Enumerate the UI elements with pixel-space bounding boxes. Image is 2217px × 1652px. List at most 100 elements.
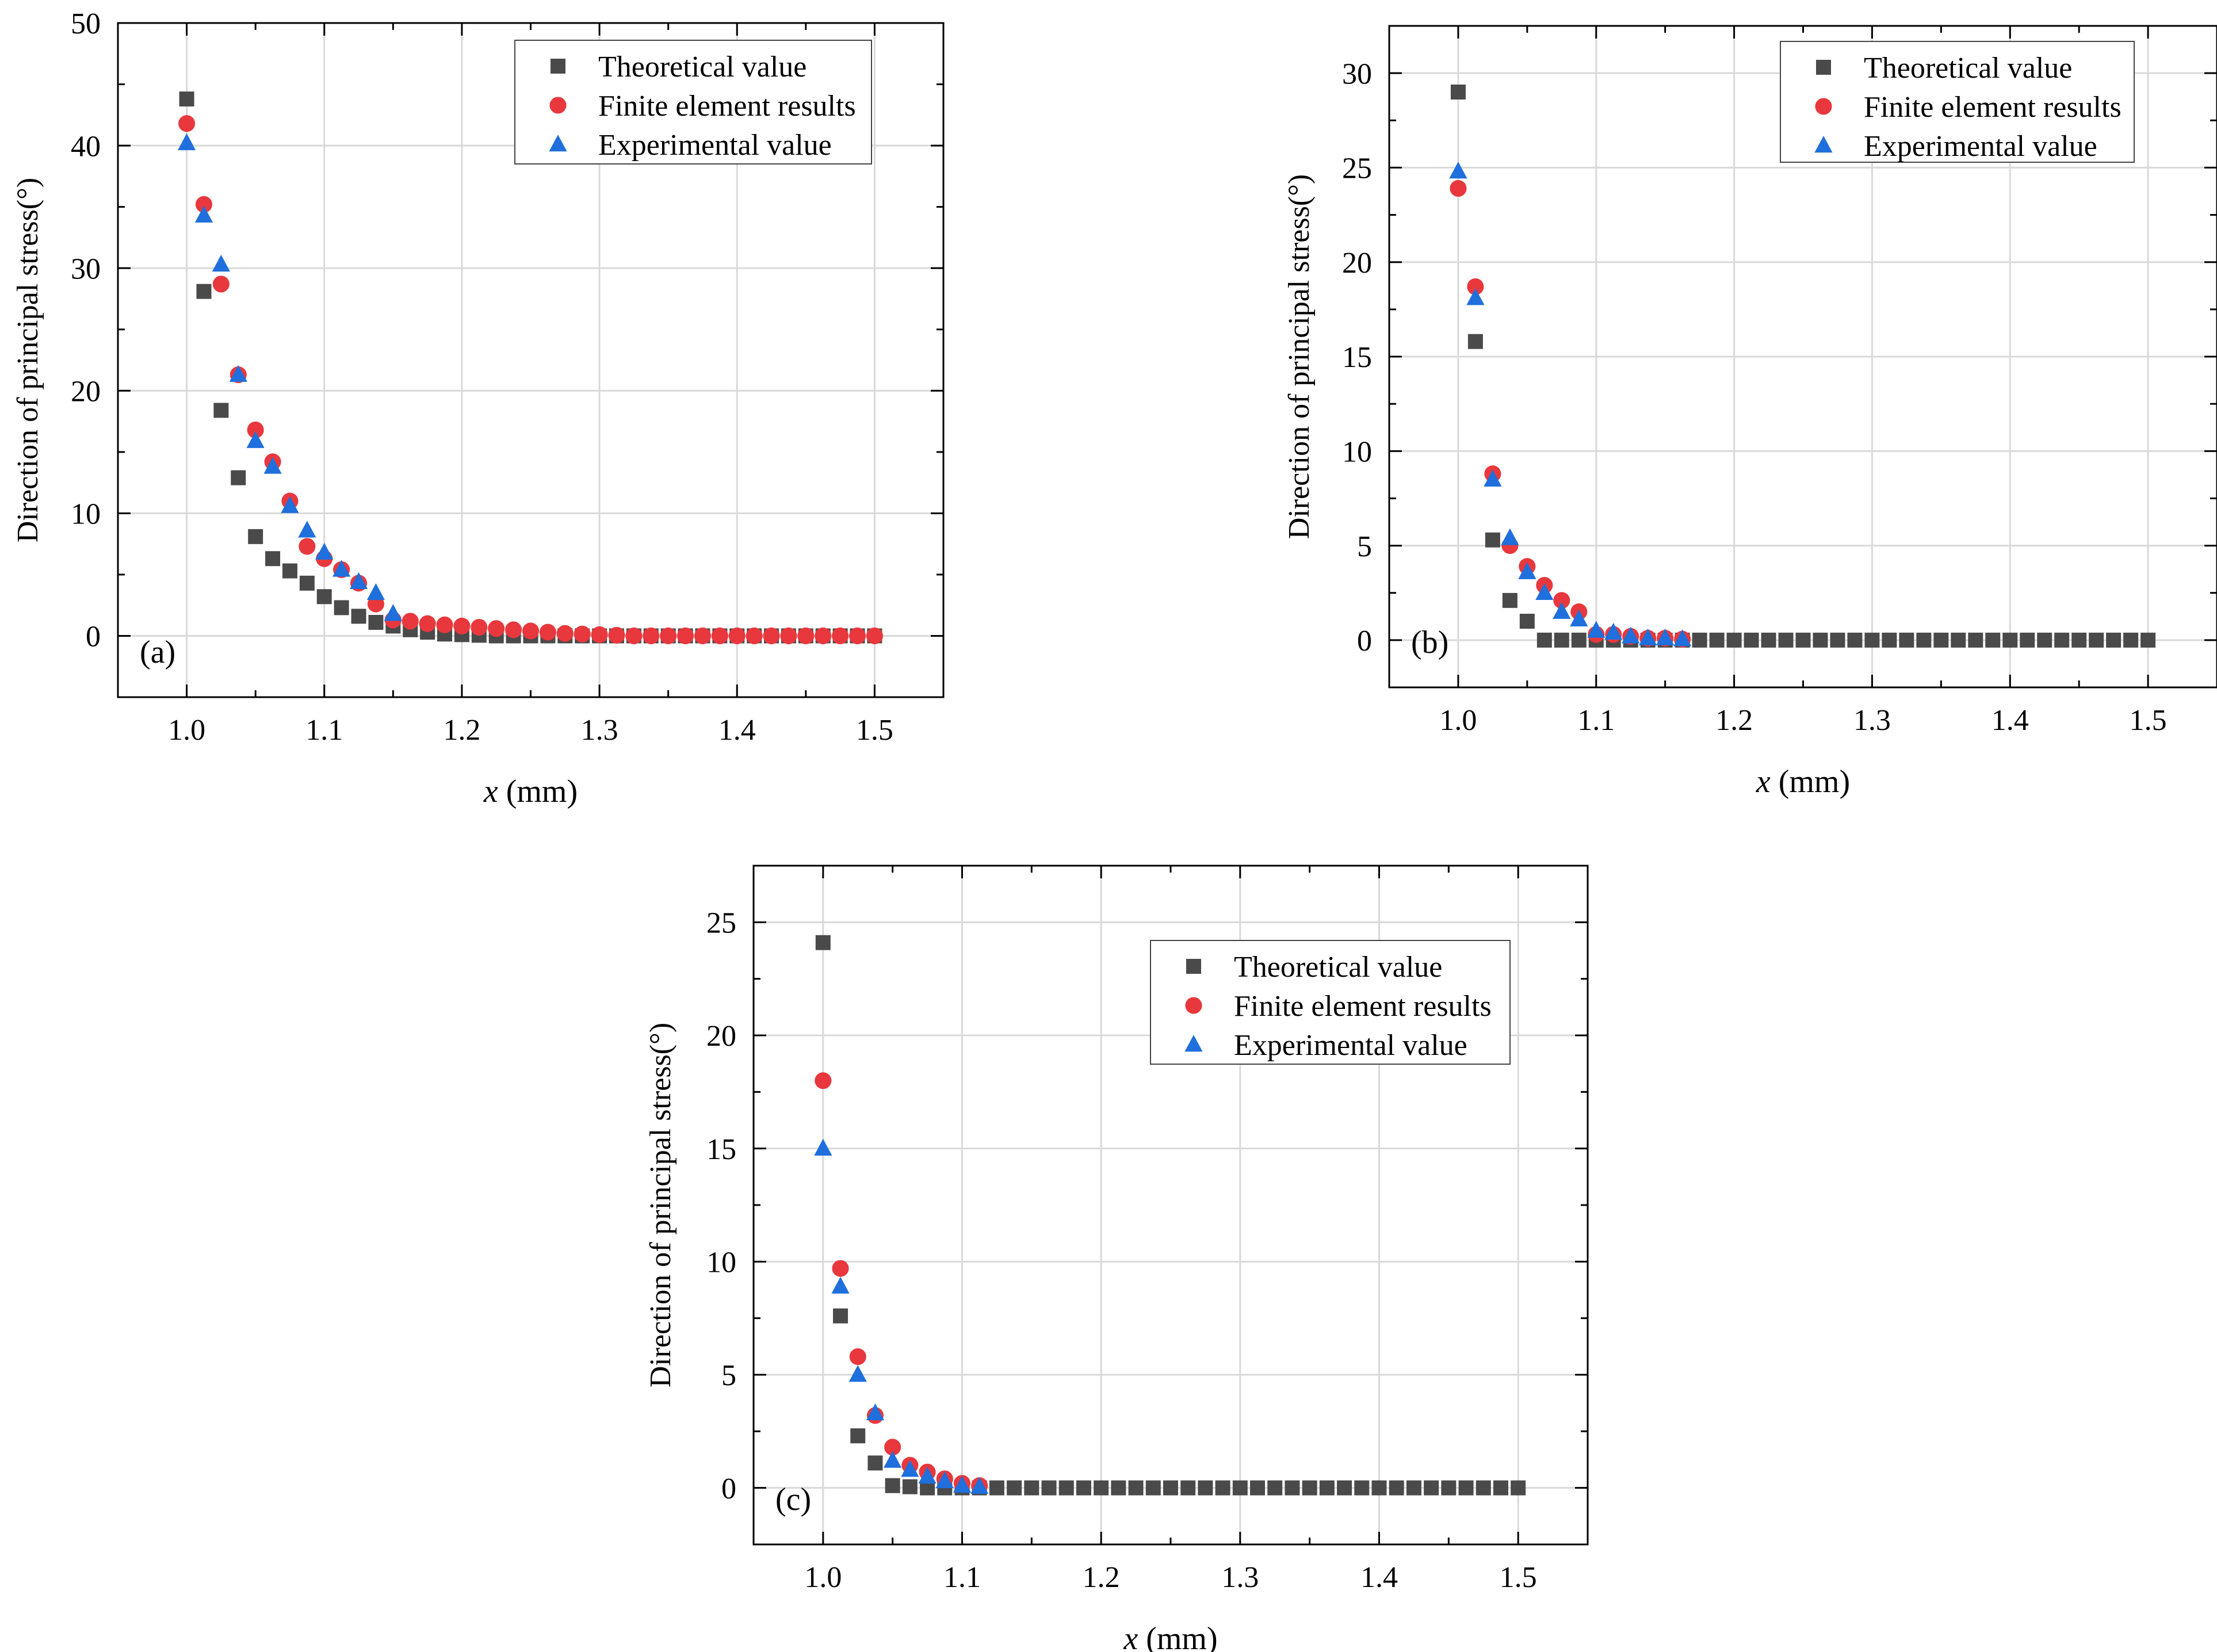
experimental-point bbox=[1639, 628, 1657, 645]
chart-panel-a: 1.0 1.1 1.2 1.3 1.4 1.5 0 10 20 30 40 50 x (mm) Direc… bbox=[12, 7, 945, 809]
x-axis-unit: (mm) bbox=[1771, 764, 1850, 800]
finite-point bbox=[848, 627, 866, 645]
experimental-point bbox=[1570, 609, 1588, 626]
theoretical-point bbox=[1441, 1480, 1457, 1496]
y-tick-label: 40 bbox=[71, 130, 101, 163]
experimental-point bbox=[1484, 469, 1502, 487]
theoretical-point bbox=[902, 1479, 918, 1494]
theoretical-point bbox=[1511, 1480, 1526, 1496]
theoretical-point bbox=[1830, 632, 1845, 648]
finite-point bbox=[212, 276, 230, 293]
legend-label-finite: Finite element results bbox=[1864, 91, 2122, 124]
finite-point bbox=[539, 624, 556, 641]
theoretical-point bbox=[989, 1480, 1004, 1496]
legend-label-theoretical: Theoretical value bbox=[1864, 52, 2072, 85]
experimental-point bbox=[246, 431, 265, 448]
legend-marker-finite bbox=[549, 97, 567, 114]
finite-point bbox=[849, 1348, 866, 1366]
theoretical-point bbox=[1726, 632, 1742, 648]
theoretical-point bbox=[850, 1428, 866, 1444]
theoretical-point bbox=[1111, 1480, 1126, 1496]
theoretical-point bbox=[1951, 632, 1966, 648]
theoretical-point bbox=[299, 575, 315, 591]
finite-point bbox=[832, 627, 849, 645]
theoretical-point bbox=[231, 470, 246, 485]
theoretical-point bbox=[1536, 632, 1552, 648]
experimental-point bbox=[281, 496, 299, 513]
y-tick-label: 5 bbox=[721, 1359, 736, 1392]
x-axis-unit: (mm) bbox=[1138, 1621, 1217, 1652]
x-tick-label: 1.3 bbox=[1221, 1561, 1259, 1594]
x-tick-label: 1.5 bbox=[856, 714, 893, 747]
x-axis-label: x (mm) bbox=[483, 774, 578, 809]
finite-point bbox=[471, 618, 488, 636]
legend-label-theoretical: Theoretical value bbox=[598, 51, 806, 83]
theoretical-point bbox=[1709, 632, 1725, 648]
experimental-point bbox=[918, 1467, 937, 1484]
x-tick-label: 1.2 bbox=[1715, 704, 1753, 737]
theoretical-point bbox=[1371, 1480, 1387, 1496]
chart-panel-c: 1.0 1.1 1.2 1.3 1.4 1.5 0 5 10 15 20 25 x (mm) Direct… bbox=[644, 865, 1589, 1652]
experimental-point bbox=[901, 1460, 919, 1477]
finite-point bbox=[728, 627, 746, 645]
experimental-point bbox=[953, 1475, 972, 1493]
experimental-point bbox=[831, 1276, 850, 1294]
experimental-point bbox=[935, 1471, 954, 1489]
y-tick-label: 0 bbox=[721, 1473, 736, 1505]
theoretical-point bbox=[867, 1455, 883, 1471]
finite-point bbox=[1467, 278, 1484, 295]
theoretical-point bbox=[1744, 632, 1759, 648]
theoretical-point bbox=[2140, 632, 2156, 648]
legend-box bbox=[514, 40, 872, 165]
theoretical-point bbox=[1198, 1480, 1213, 1496]
experimental-point bbox=[177, 133, 196, 151]
y-tick-label: 20 bbox=[1342, 247, 1372, 280]
x-tick-label: 1.3 bbox=[581, 714, 618, 747]
theoretical-point bbox=[1007, 1480, 1022, 1496]
theoretical-point bbox=[1899, 632, 1914, 648]
finite-point bbox=[711, 627, 728, 645]
theoretical-point bbox=[2037, 632, 2052, 648]
x-tick-label: 1.0 bbox=[1439, 704, 1477, 737]
theoretical-point bbox=[1692, 632, 1707, 648]
finite-point bbox=[522, 622, 540, 640]
theoretical-point bbox=[1485, 532, 1500, 548]
experimental-point bbox=[1466, 288, 1485, 305]
finite-point bbox=[608, 626, 625, 644]
x-axis-variable: x bbox=[483, 774, 498, 809]
y-tick-label: 10 bbox=[1342, 435, 1372, 468]
legend-label-experimental: Experimental value bbox=[1864, 130, 2097, 163]
experimental-point bbox=[194, 205, 213, 223]
finite-point bbox=[832, 1260, 849, 1277]
legend-marker-theoretical bbox=[551, 59, 565, 74]
legend-label-experimental: Experimental value bbox=[598, 129, 832, 162]
theoretical-point bbox=[1180, 1480, 1196, 1496]
x-tick-label: 1.1 bbox=[943, 1561, 981, 1594]
x-tick-label: 1.5 bbox=[1500, 1561, 1537, 1594]
theoretical-point bbox=[1847, 632, 1863, 648]
x-tick-label: 1.0 bbox=[168, 714, 205, 747]
theoretical-point bbox=[1933, 632, 1949, 648]
finite-point bbox=[797, 627, 815, 645]
y-tick-label: 5 bbox=[1357, 530, 1372, 563]
theoretical-point bbox=[1450, 85, 1466, 100]
experimental-point bbox=[212, 254, 230, 272]
experimental-point bbox=[263, 457, 282, 474]
panel-label: (a) bbox=[140, 634, 175, 670]
theoretical-point bbox=[1882, 632, 1897, 648]
x-axis-label: x (mm) bbox=[1756, 764, 1850, 800]
experimental-point bbox=[1449, 162, 1467, 179]
experimental-point bbox=[1535, 583, 1554, 600]
y-tick-label: 30 bbox=[1342, 58, 1372, 90]
experimental-point bbox=[1604, 622, 1623, 640]
theoretical-point bbox=[1864, 632, 1880, 648]
y-tick-label: 0 bbox=[86, 621, 101, 653]
x-tick-label: 1.4 bbox=[1360, 1561, 1398, 1594]
theoretical-point bbox=[1024, 1480, 1039, 1496]
finite-point bbox=[746, 627, 763, 645]
x-tick-label: 1.4 bbox=[718, 714, 756, 747]
theoretical-point bbox=[2071, 632, 2087, 648]
finite-point bbox=[299, 538, 316, 555]
theoretical-point bbox=[1128, 1480, 1144, 1496]
theoretical-point bbox=[2123, 632, 2139, 648]
